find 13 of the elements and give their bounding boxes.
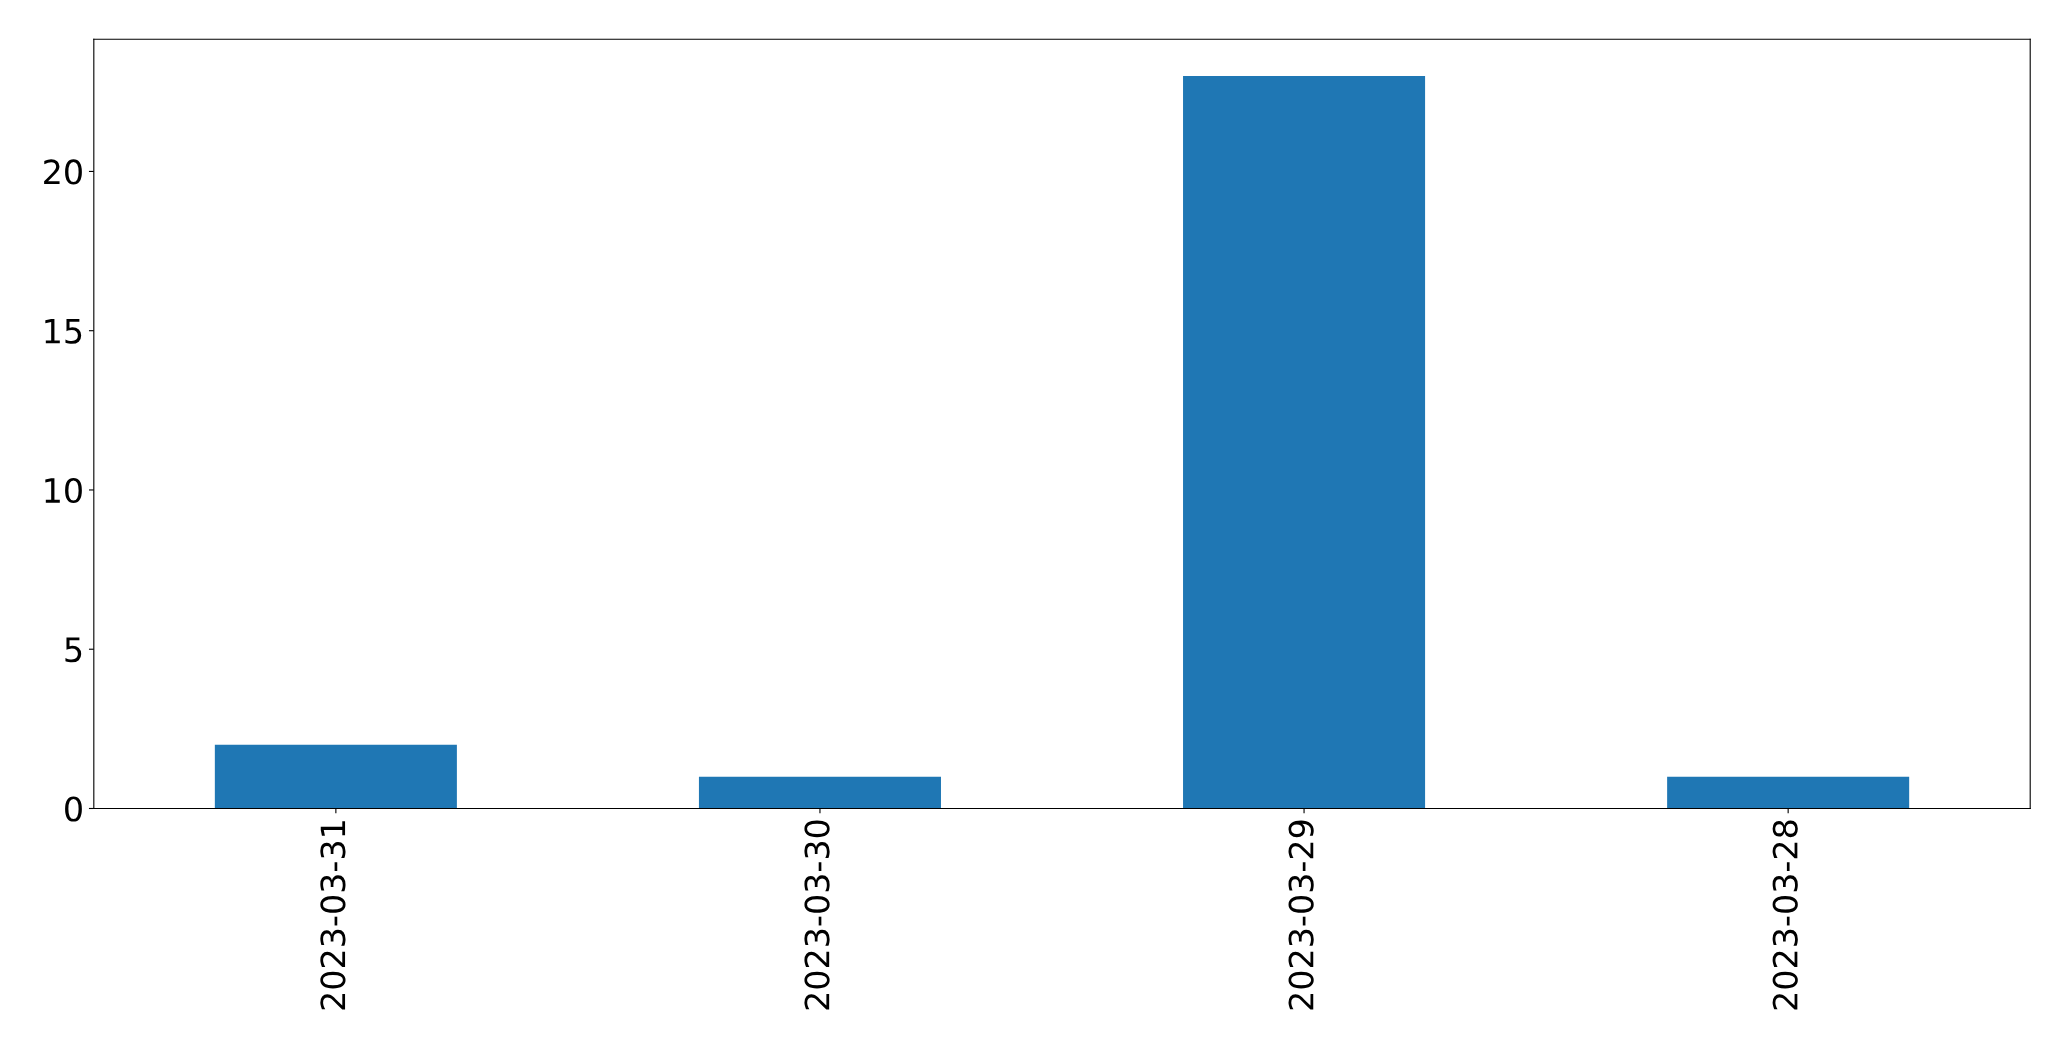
bar: [1183, 75, 1426, 809]
bar: [214, 744, 457, 809]
y-tick-label: 20: [44, 159, 82, 185]
y-tick-label: 5: [65, 637, 82, 663]
x-tick-label: 2023-03-30: [804, 820, 830, 1010]
y-tick-label: 15: [45, 319, 82, 344]
x-tick-label: 2023-03-31: [320, 821, 346, 1010]
x-tick-label: 2023-03-29: [1288, 820, 1314, 1010]
y-tick-label: 0: [65, 796, 82, 822]
bar: [1667, 776, 1910, 809]
y-tick-label: 10: [45, 477, 82, 504]
x-tick-label: 2023-03-28: [1772, 820, 1798, 1010]
bar: [698, 776, 941, 809]
